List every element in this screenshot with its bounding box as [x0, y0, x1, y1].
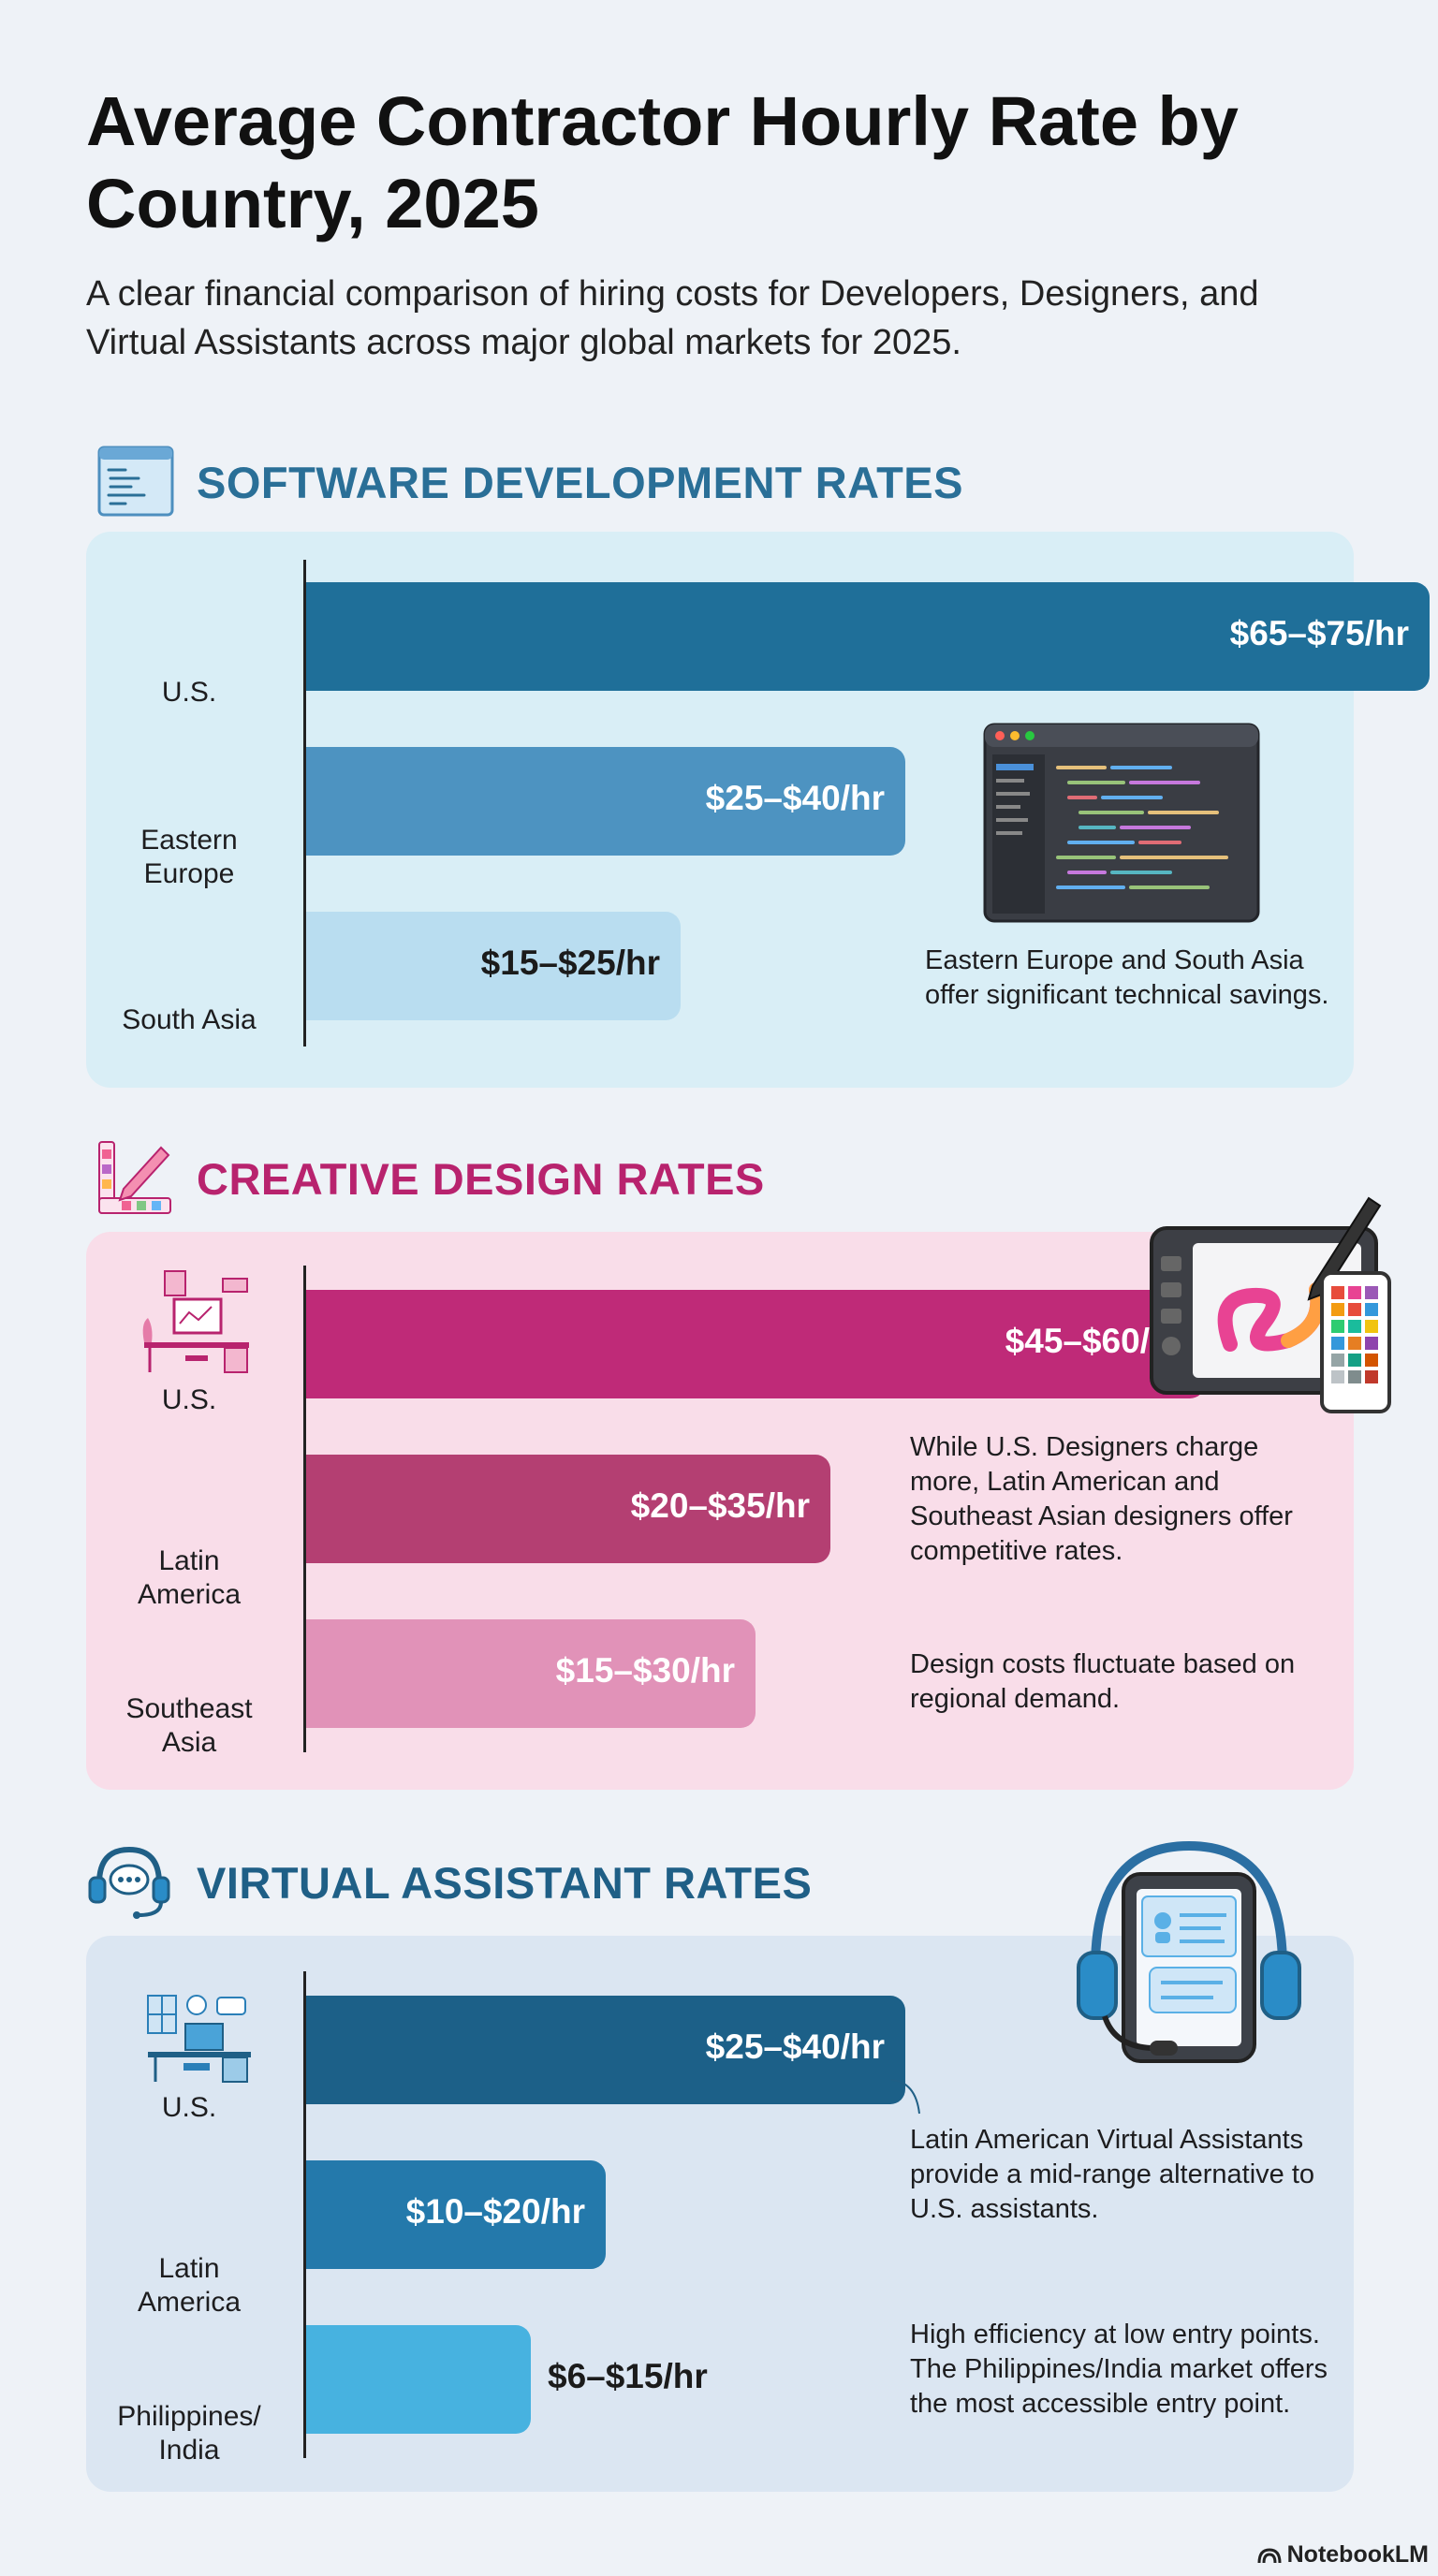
design-category-label: U.S.	[161, 1384, 217, 1415]
software-chart-panel: U.S. Eastern Europe South Asia $65–$75/h…	[86, 532, 1430, 1088]
design-annotation: Design costs fluctuate based on regional…	[910, 1649, 1296, 1714]
va-axis	[303, 1971, 306, 2458]
code-editor-icon	[983, 723, 1260, 923]
software-category-label: U.S.	[161, 677, 217, 708]
va-bar-philippines-india	[306, 2325, 531, 2434]
va-category-label: Latin America	[137, 2253, 242, 2318]
palette-pencil-icon	[98, 1141, 171, 1214]
drawing-tablet-icon	[1150, 1196, 1391, 1413]
software-value-label: $65–$75/hr	[1229, 614, 1409, 652]
design-bar-us	[306, 1290, 1205, 1398]
page-subtitle: A clear financial comparison of hiring c…	[86, 274, 1259, 362]
va-annotation: Latin American Virtual Assistants provid…	[910, 2125, 1315, 2224]
software-bar-south-asia	[306, 912, 681, 1020]
headset-tablet-icon	[1077, 1840, 1301, 2063]
design-axis	[303, 1266, 306, 1752]
software-value-label: $15–$25/hr	[480, 944, 660, 982]
software-value-label: $25–$40/hr	[705, 779, 885, 817]
software-category-label: South Asia	[122, 1004, 257, 1035]
office-desk-icon	[147, 1995, 251, 2083]
software-bar-us	[306, 582, 1430, 691]
headset-chat-icon	[88, 1846, 170, 1919]
designer-desk-icon	[142, 1270, 249, 1373]
va-category-label: U.S.	[161, 2092, 217, 2123]
design-bar-southeast-asia	[306, 1619, 756, 1728]
software-section-title: SOFTWARE DEVELOPMENT RATES	[197, 458, 963, 507]
design-bar-latin-america	[306, 1455, 830, 1563]
va-bar-latin-america	[306, 2160, 606, 2269]
design-value-label: $15–$30/hr	[555, 1651, 735, 1690]
va-value-label: $25–$40/hr	[705, 2027, 885, 2066]
software-category-label: Eastern Europe	[140, 825, 238, 889]
code-window-icon	[97, 446, 174, 517]
design-category-label: Southeast Asia	[125, 1693, 253, 1758]
page-title: Average Contractor Hourly Rate by Countr…	[86, 82, 1239, 242]
software-axis	[303, 560, 306, 1046]
callout-connector	[890, 2079, 920, 2115]
va-value-label: $6–$15/hr	[548, 2357, 708, 2395]
brand-mark: NotebookLM	[1257, 2541, 1429, 2569]
design-category-label: Latin America	[137, 1545, 242, 1610]
design-chart-panel: U.S. Latin America Southeast Asia $45–$6…	[86, 1232, 1354, 1790]
software-bar-eastern-europe	[306, 747, 905, 856]
brand-name: NotebookLM	[1286, 2541, 1429, 2568]
software-annotation: Eastern Europe and South Asia offer sign…	[925, 945, 1329, 1010]
va-section-title: VIRTUAL ASSISTANT RATES	[197, 1858, 813, 1908]
design-value-label: $20–$35/hr	[630, 1486, 810, 1525]
va-annotation: High efficiency at low entry points. The…	[910, 2320, 1328, 2419]
va-value-label: $10–$20/hr	[405, 2192, 585, 2231]
va-bar-us	[306, 1996, 905, 2104]
va-category-label: Philippines/ India	[117, 2401, 261, 2466]
notebooklm-logo-icon	[1257, 2547, 1282, 2563]
design-annotation: While U.S. Designers charge more, Latin …	[910, 1432, 1293, 1566]
design-section-title: CREATIVE DESIGN RATES	[197, 1154, 765, 1204]
